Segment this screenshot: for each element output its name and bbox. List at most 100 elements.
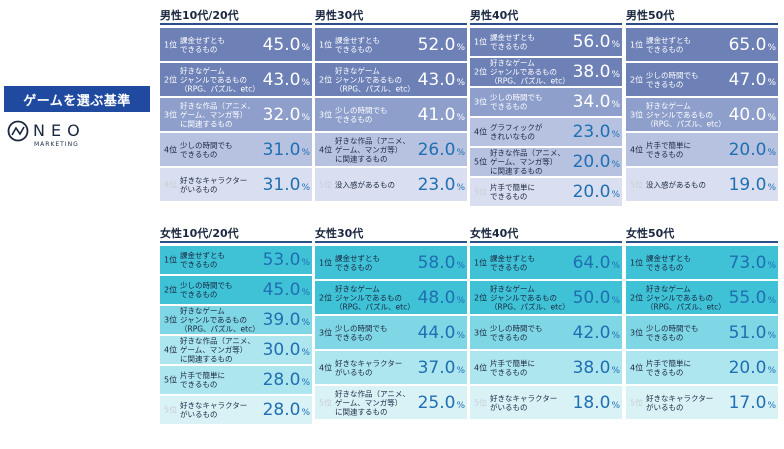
criterion-label: 片手で簡単に できるもの bbox=[180, 371, 225, 389]
percent-unit: % bbox=[301, 378, 310, 388]
criterion-label: 少しの時間でも できるもの bbox=[335, 323, 388, 342]
rank-label: 3位 bbox=[164, 315, 178, 325]
percent-unit: % bbox=[611, 365, 620, 376]
criterion-label: 好きな作品（アニメ、 ゲーム、マンガ等） に関連するもの bbox=[180, 336, 255, 364]
rank-label: 5位 bbox=[630, 398, 644, 407]
criterion-label: 課金せずとも できるもの bbox=[180, 251, 225, 269]
criterion-label: 好きなキャラクター がいるもの bbox=[180, 401, 248, 419]
percent-number: 20.0 bbox=[572, 182, 611, 202]
rank-label: 1位 bbox=[474, 258, 488, 267]
ranking-row: 3位 好きな作品（アニメ、 ゲーム、マンガ等） に関連するもの 32.0% bbox=[160, 98, 312, 131]
criterion-label: 少しの時間でも できるもの bbox=[335, 105, 388, 124]
percent-unit: % bbox=[301, 318, 310, 328]
percent-number: 26.0 bbox=[417, 139, 456, 160]
rank-label: 1位 bbox=[630, 40, 644, 49]
percent-number: 23.0 bbox=[572, 122, 611, 142]
percent-number: 43.0 bbox=[417, 69, 456, 90]
percent-number: 28.0 bbox=[262, 370, 301, 390]
ranking-row: 1位 課金せずとも できるもの 65.0% bbox=[626, 28, 778, 61]
ranking-row: 2位 好きなゲーム ジャンルであるもの （RPG、パズル、etc） 55.0% bbox=[626, 281, 778, 314]
criterion-label: 没入感があるもの bbox=[646, 180, 706, 189]
ranking-panel: 女性50代 1位 課金せずとも できるもの 73.0% 2位 好きなゲーム ジャンルである… bbox=[626, 221, 778, 421]
rank-label: 1位 bbox=[164, 255, 178, 265]
percent-value: 53.0% bbox=[263, 250, 310, 270]
ranking-row: 2位 少しの時間でも できるもの 45.0% bbox=[160, 276, 312, 304]
criterion-label: 少しの時間でも できるもの bbox=[180, 140, 233, 159]
criterion-label: 好きな作品（アニメ、 ゲーム、マンガ等） に関連するもの bbox=[490, 148, 565, 176]
percent-number: 45.0 bbox=[262, 34, 301, 55]
percent-unit: % bbox=[301, 288, 310, 298]
percent-unit: % bbox=[456, 400, 465, 411]
criterion-label: 好きなキャラクター がいるもの bbox=[335, 358, 403, 377]
percent-unit: % bbox=[456, 295, 465, 306]
rank-label: 5位 bbox=[319, 180, 333, 189]
percent-unit: % bbox=[611, 330, 620, 341]
percent-number: 17.0 bbox=[728, 392, 767, 413]
percent-unit: % bbox=[611, 190, 620, 200]
criterion-label: 少しの時間でも できるもの bbox=[646, 70, 699, 89]
percent-number: 19.0 bbox=[728, 174, 767, 195]
rank-label: 5位 bbox=[474, 398, 488, 407]
percent-unit: % bbox=[456, 365, 465, 376]
rank-label: 5位 bbox=[474, 187, 488, 197]
brand-subtitle: MARKETING bbox=[34, 141, 79, 148]
rank-label: 4位 bbox=[164, 345, 178, 355]
rank-label: 4位 bbox=[319, 363, 333, 372]
percent-number: 55.0 bbox=[728, 287, 767, 308]
percent-unit: % bbox=[301, 408, 310, 418]
ranking-row: 4位 好きなキャラクター がいるもの 37.0% bbox=[315, 351, 467, 384]
percent-value: 43.0% bbox=[418, 70, 465, 90]
criterion-label: 好きなゲーム ジャンルであるもの （RPG、パズル、etc） bbox=[490, 58, 570, 86]
percent-value: 23.0% bbox=[418, 175, 465, 195]
rank-label: 4位 bbox=[630, 145, 644, 154]
criterion-label: 片手で簡単に できるもの bbox=[646, 358, 691, 377]
criterion-label: 没入感があるもの bbox=[335, 180, 395, 189]
percent-value: 34.0% bbox=[573, 92, 620, 112]
percent-unit: % bbox=[611, 260, 620, 271]
rank-label: 2位 bbox=[630, 75, 644, 84]
percent-value: 38.0% bbox=[573, 62, 620, 82]
criterion-label: 好きなゲーム ジャンルであるもの （RPG、パズル、etc） bbox=[180, 66, 260, 93]
rank-label: 5位 bbox=[319, 398, 333, 407]
percent-number: 18.0 bbox=[572, 392, 611, 413]
ranking-row: 5位 没入感があるもの 19.0% bbox=[626, 168, 778, 201]
percent-number: 30.0 bbox=[262, 340, 301, 360]
percent-value: 45.0% bbox=[263, 280, 310, 300]
rank-label: 3位 bbox=[474, 328, 488, 337]
percent-number: 65.0 bbox=[728, 34, 767, 55]
percent-number: 20.0 bbox=[728, 139, 767, 160]
ranking-row: 1位 課金せずとも できるもの 52.0% bbox=[315, 28, 467, 61]
criterion-label: 好きなゲーム ジャンルであるもの （RPG、パズル、etc） bbox=[335, 284, 415, 311]
percent-unit: % bbox=[767, 147, 776, 158]
percent-unit: % bbox=[301, 258, 310, 268]
ranking-row: 4位 少しの時間でも できるもの 31.0% bbox=[160, 133, 312, 166]
ranking-row: 5位 片手で簡単に できるもの 28.0% bbox=[160, 366, 312, 394]
ranking-row: 1位 課金せずとも できるもの 45.0% bbox=[160, 28, 312, 61]
criterion-label: 片手で簡単に できるもの bbox=[490, 183, 535, 201]
percent-value: 52.0% bbox=[418, 35, 465, 55]
criterion-label: 好きな作品（アニメ、 ゲーム、マンガ等） に関連するもの bbox=[335, 136, 410, 163]
percent-unit: % bbox=[611, 100, 620, 110]
rank-label: 1位 bbox=[474, 37, 488, 47]
criterion-label: 少しの時間でも できるもの bbox=[180, 281, 233, 299]
percent-value: 58.0% bbox=[418, 253, 465, 273]
rank-label: 2位 bbox=[630, 293, 644, 302]
percent-number: 73.0 bbox=[728, 252, 767, 273]
criterion-label: 好きなゲーム ジャンルであるもの （RPG、パズル、etc） bbox=[180, 306, 260, 334]
criterion-label: 課金せずとも できるもの bbox=[490, 253, 535, 272]
percent-number: 23.0 bbox=[417, 174, 456, 195]
ranking-row: 3位 好きなゲーム ジャンルであるもの （RPG、パズル、etc） 39.0% bbox=[160, 306, 312, 334]
percent-value: 20.0% bbox=[729, 358, 776, 378]
percent-value: 20.0% bbox=[573, 152, 620, 172]
ranking-row: 1位 課金せずとも できるもの 73.0% bbox=[626, 246, 778, 279]
criterion-label: 好きなキャラクター がいるもの bbox=[646, 393, 714, 412]
ranking-row: 4位 片手で簡単に できるもの 38.0% bbox=[470, 351, 622, 384]
percent-value: 28.0% bbox=[263, 370, 310, 390]
percent-unit: % bbox=[767, 295, 776, 306]
ranking-row: 2位 好きなゲーム ジャンルであるもの （RPG、パズル、etc） 50.0% bbox=[470, 281, 622, 314]
ranking-row: 3位 好きなゲーム ジャンルであるもの （RPG、パズル、etc） 40.0% bbox=[626, 98, 778, 131]
percent-unit: % bbox=[767, 112, 776, 123]
criterion-label: 課金せずとも できるもの bbox=[180, 35, 225, 54]
rank-label: 1位 bbox=[319, 258, 333, 267]
ranking-row: 5位 好きなキャラクター がいるもの 17.0% bbox=[626, 386, 778, 419]
